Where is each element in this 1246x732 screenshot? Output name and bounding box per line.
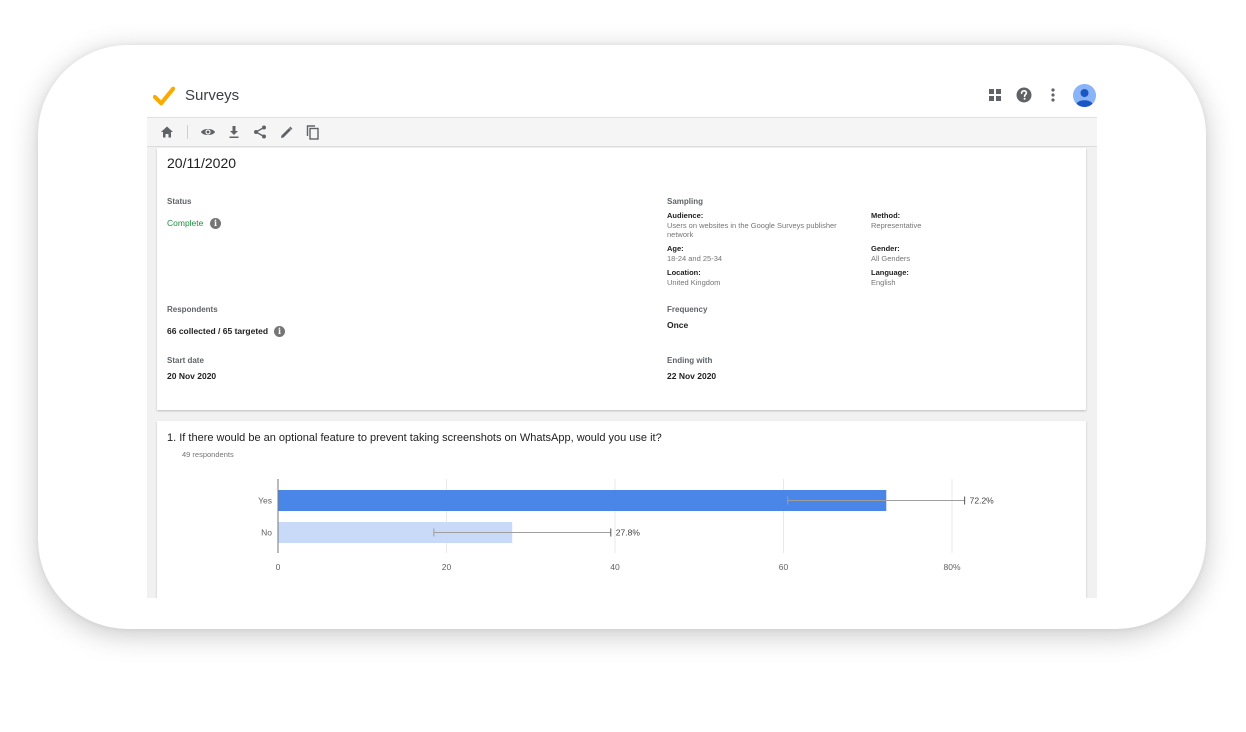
x-tick-label: 20 <box>442 562 452 572</box>
survey-summary-card: 20/11/2020 Status Complete i Respondents… <box>157 148 1086 410</box>
toolbar-divider <box>187 125 188 139</box>
question-card: 1. If there would be an optional feature… <box>157 421 1086 598</box>
home-icon[interactable] <box>157 122 177 142</box>
copy-icon[interactable] <box>302 122 322 142</box>
location-value: United Kingdom <box>667 278 721 287</box>
device-frame: Surveys <box>38 45 1206 629</box>
apps-grid-icon[interactable] <box>983 83 1007 107</box>
share-icon[interactable] <box>250 122 270 142</box>
more-vert-icon[interactable] <box>1041 83 1065 107</box>
ending-value: 22 Nov 2020 <box>667 371 717 381</box>
x-tick-label: 60 <box>779 562 789 572</box>
method-label: Method: <box>871 211 901 220</box>
bar <box>278 490 887 511</box>
audience-value: Users on websites in the Google Surveys … <box>667 221 837 239</box>
location-label: Location: <box>667 268 701 277</box>
start-date-label: Start date <box>167 356 204 365</box>
bar <box>278 522 513 543</box>
x-tick-label: 40 <box>610 562 620 572</box>
language-label: Language: <box>871 268 909 277</box>
app-title[interactable]: Surveys <box>185 87 240 104</box>
y-category-label: No <box>261 528 272 538</box>
question-respondents: 49 respondents <box>182 450 234 459</box>
x-tick-label: 0 <box>276 562 281 572</box>
status-badge: Complete <box>167 218 204 228</box>
frequency-value: Once <box>667 320 689 330</box>
audience-label: Audience: <box>667 211 704 220</box>
language-value: English <box>871 278 896 287</box>
survey-date-title: 20/11/2020 <box>167 155 237 171</box>
start-date-value: 20 Nov 2020 <box>167 371 217 381</box>
gender-value: All Genders <box>871 254 911 263</box>
status-info-icon[interactable]: i <box>210 218 221 229</box>
edit-pencil-icon[interactable] <box>276 122 296 142</box>
surveys-logo-check-icon[interactable] <box>153 85 175 107</box>
frequency-label: Frequency <box>667 305 708 314</box>
gender-label: Gender: <box>871 244 900 253</box>
data-label: 27.8% <box>616 528 641 538</box>
question-title: 1. If there would be an optional feature… <box>167 432 662 444</box>
survey-toolbar <box>147 117 1097 147</box>
respondents-label: Respondents <box>167 305 218 314</box>
top-actions <box>978 83 1097 107</box>
respondents-info-icon[interactable]: i <box>274 326 285 337</box>
respondents-value: 66 collected / 65 targeted <box>167 326 269 336</box>
method-value: Representative <box>871 221 922 230</box>
status-label: Status <box>167 197 192 206</box>
y-category-label: Yes <box>258 496 272 506</box>
sampling-label: Sampling <box>667 197 704 206</box>
preview-eye-icon[interactable] <box>198 122 218 142</box>
ending-label: Ending with <box>667 356 713 365</box>
surveys-app: Surveys <box>147 73 1097 598</box>
age-label: Age: <box>667 244 684 253</box>
top-app-bar: Surveys <box>147 73 1097 117</box>
download-icon[interactable] <box>224 122 244 142</box>
data-label: 72.2% <box>970 496 995 506</box>
results-bar-chart: 0 20 40 60 80% Yes 72.2% No 27.8% <box>258 479 995 572</box>
account-avatar[interactable] <box>1073 83 1096 107</box>
help-icon[interactable] <box>1012 83 1036 107</box>
x-tick-label: 80% <box>943 562 960 572</box>
age-value: 18-24 and 25-34 <box>667 254 723 263</box>
